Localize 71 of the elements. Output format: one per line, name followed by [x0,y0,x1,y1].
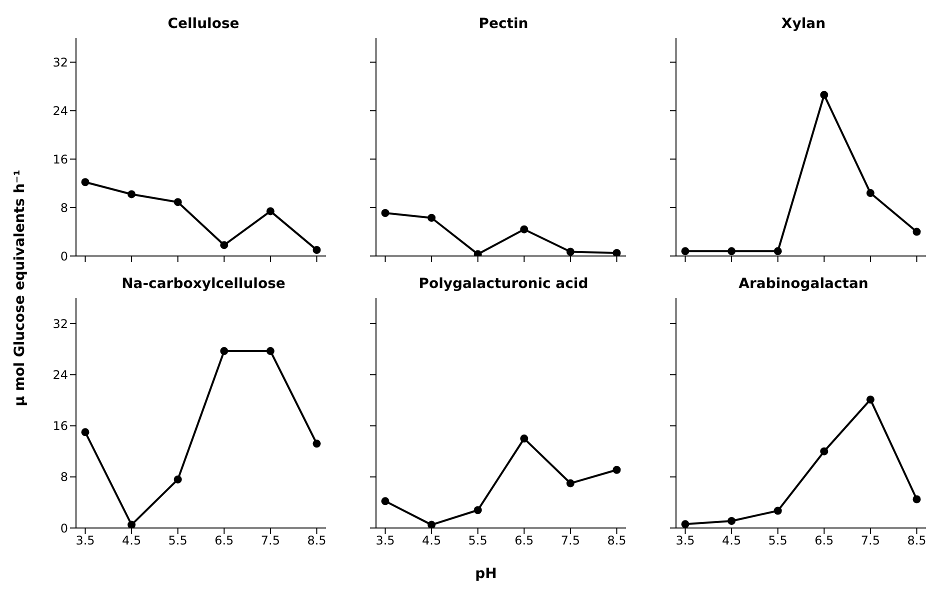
x-tick-label: 6.5 [214,534,234,548]
x-tick-label: 4.5 [422,534,442,548]
x-tick-label: 7.5 [860,534,880,548]
point [174,198,182,206]
y-tick-label: 16 [52,152,68,166]
y-tick-label: 16 [52,419,68,434]
x-tick-label: 4.5 [722,534,742,548]
point [520,225,528,234]
x-tick-label: 4.5 [122,534,142,548]
y-axis-title: µ mol Glucose equivalents h⁻¹ [12,170,28,406]
point [520,434,528,443]
point [866,189,874,198]
x-axis-title: pH [474,566,498,582]
y-tick-label: 32 [52,316,68,331]
point [566,248,574,256]
point [728,516,736,525]
point [820,90,828,99]
y-tick-label: 24 [52,104,68,118]
point [266,347,274,356]
point [728,247,736,256]
x-tick-label: 3.5 [376,534,395,548]
chart-title: Arabinogalactan [738,276,870,292]
point [266,207,274,216]
point [612,248,621,256]
x-tick-label: 6.5 [514,534,534,548]
x-tick-label: 5.5 [768,534,788,548]
chart-title: Polygalacturonic acid [418,276,590,292]
point [174,475,182,484]
point [428,520,436,528]
point [381,209,390,218]
chart-title: Cellulose [166,16,240,32]
chart-title: Pectin [478,16,530,32]
x-tick-label: 7.5 [260,534,280,548]
point [312,246,321,254]
point [81,178,90,186]
x-tick-label: 8.5 [607,534,626,548]
point [81,428,90,436]
x-tick-label: 5.5 [468,534,488,548]
point [128,520,136,528]
point [381,497,390,506]
point [220,347,228,356]
y-tick-label: 8 [60,200,68,215]
point [774,247,782,256]
point [220,241,228,250]
x-tick-label: 8.5 [307,534,326,548]
point [566,479,574,488]
point [774,506,782,515]
x-tick-label: 7.5 [560,534,580,548]
point [912,495,921,504]
point [128,190,136,198]
point [612,466,621,474]
y-tick-label: 8 [60,470,68,484]
point [681,520,690,528]
point [866,396,874,404]
x-tick-label: 5.5 [168,534,188,548]
point [912,228,921,236]
y-tick-label: 0 [60,249,68,264]
chart-title: Xylan [780,16,827,32]
point [820,447,828,456]
chart-title: Na-carboxylcellulose [120,276,286,292]
point [681,247,690,256]
x-tick-label: 6.5 [814,534,834,548]
point [474,506,482,514]
y-tick-label: 32 [52,55,68,70]
x-tick-label: 3.5 [676,534,695,548]
y-tick-label: 24 [52,368,68,382]
x-tick-label: 3.5 [76,534,95,548]
x-tick-label: 8.5 [907,534,926,548]
point [428,214,436,222]
point [312,440,321,448]
y-tick-label: 0 [60,521,68,536]
